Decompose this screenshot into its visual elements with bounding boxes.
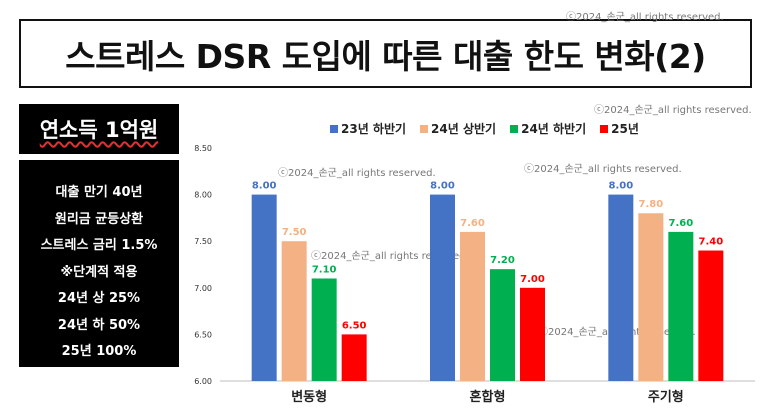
watermark-text: ⓒ2024_손군_all rights reserved. (566, 12, 724, 23)
bar (281, 241, 307, 381)
legend-item: 24년 상반기 (420, 120, 496, 137)
data-label: 8.00 (252, 181, 277, 192)
data-label: 8.00 (608, 181, 633, 192)
watermark-text: ⓒ2024_손군_all rights reserved. (524, 164, 682, 175)
condition-line: 대출 만기 40년 (55, 185, 143, 200)
condition-line: 원리금 균등상환 (54, 211, 144, 227)
chart-legend: 23년 하반기 24년 상반기 24년 하반기 25년 (330, 120, 639, 137)
legend-item: 23년 하반기 (330, 120, 406, 137)
condition-line: 스트레스 금리 1.5% (40, 238, 158, 253)
y-tick-label: 8.50 (194, 144, 212, 153)
bar (668, 231, 694, 381)
bar (460, 231, 485, 381)
bar (490, 269, 515, 381)
y-tick-label: 6.00 (194, 377, 212, 386)
condition-line: 24년 하 50% (57, 317, 141, 333)
legend-swatch (420, 124, 429, 133)
bar (311, 278, 337, 381)
legend-item: 25년 (600, 120, 639, 137)
sidebar-conditions: 대출 만기 40년 원리금 균등상환 스트레스 금리 1.5% ※단계적 적용 … (19, 160, 179, 367)
y-tick-label: 6.50 (194, 330, 212, 339)
bar (430, 194, 455, 381)
data-label: 7.10 (312, 264, 337, 275)
bar (251, 194, 277, 381)
condition-line: 24년 상 25% (57, 291, 141, 306)
title-box: 스트레스 DSR 도입에 따른 대출 한도 변화(2) (19, 19, 752, 88)
data-label: 6.50 (342, 320, 367, 331)
x-category-label: 변동형 (291, 389, 327, 405)
data-label: 7.40 (698, 237, 723, 248)
legend-label: 24년 하반기 (521, 122, 587, 136)
watermark-text: ⓒ2024_손군_all rights reserved. (278, 168, 436, 179)
x-category-label: 혼합형 (470, 389, 506, 405)
y-tick-label: 7.50 (194, 237, 212, 246)
legend-swatch (600, 124, 609, 133)
sidebar-title-text: 연소득 1억원 (39, 118, 159, 142)
bar (638, 213, 664, 381)
legend-swatch (510, 124, 519, 133)
data-label: 7.60 (460, 218, 485, 229)
sidebar-title: 연소득 1억원 (19, 104, 179, 154)
bar (608, 194, 634, 381)
data-label: 8.00 (430, 181, 455, 192)
watermark-text: ⓒ2024_손군_all rights reserved. (311, 251, 469, 262)
condition-line: 25년 100% (61, 344, 137, 359)
page-title: 스트레스 DSR 도입에 따른 대출 한도 변화(2) (65, 36, 706, 76)
watermark-text: ⓒ2024_손군_all rights reserved. (594, 105, 752, 116)
legend-label: 23년 하반기 (341, 122, 407, 136)
legend-label: 24년 상반기 (431, 122, 497, 136)
data-label: 7.60 (668, 218, 693, 229)
bar (520, 287, 545, 381)
legend-item: 24년 하반기 (510, 120, 586, 137)
legend-swatch (330, 124, 338, 133)
data-label: 7.00 (520, 274, 545, 285)
data-label: 7.50 (282, 227, 307, 238)
y-tick-label: 8.00 (194, 191, 212, 200)
bar (341, 334, 367, 381)
condition-line: ※단계적 적용 (60, 264, 138, 280)
x-category-label: 주기형 (648, 389, 684, 405)
data-label: 7.20 (490, 255, 515, 266)
legend-label: 25년 (611, 122, 639, 136)
bar (698, 250, 724, 381)
data-label: 7.80 (638, 199, 663, 210)
y-tick-label: 7.00 (194, 284, 212, 293)
